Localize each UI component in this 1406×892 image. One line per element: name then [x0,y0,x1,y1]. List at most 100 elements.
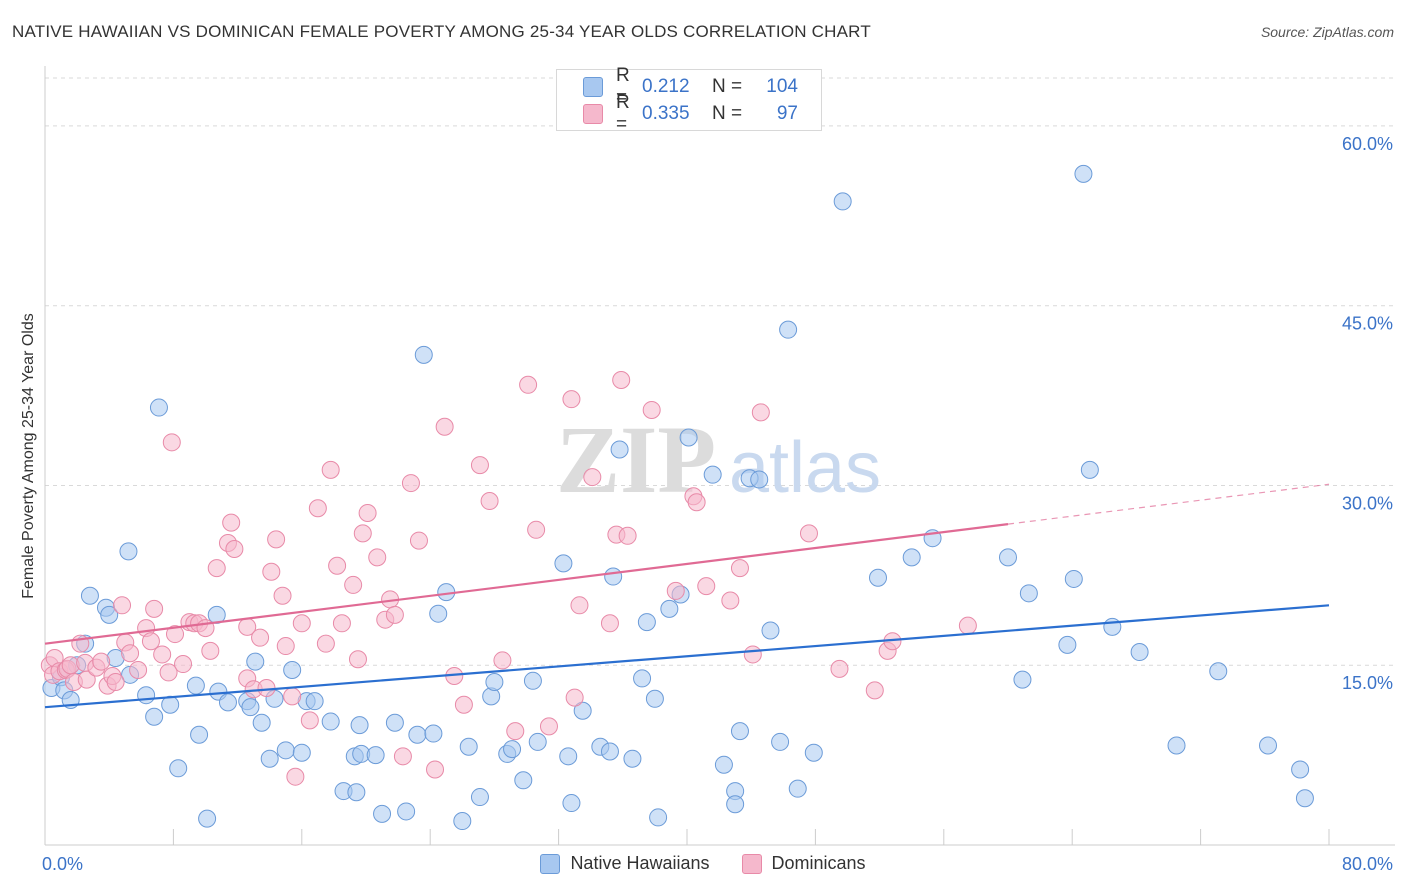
dominican-point [286,767,305,786]
blue-swatch [583,77,603,97]
dominican-point [743,645,762,664]
dominican-point [344,575,363,594]
gridlines [45,77,1395,666]
native-hawaiian-point [610,440,629,459]
dominican-point [257,679,276,698]
r-value: 0.335 [642,103,690,124]
dominican-point [600,614,619,633]
native-hawaiian-point [902,548,921,567]
dominican-point [328,556,347,575]
native-hawaiian-point [703,465,722,484]
native-hawaiian-point [514,771,533,790]
native-hawaiian-point [660,599,679,618]
tick-labels: 15.0% 30.0% 45.0% 60.0% 0.0% 80.0% [42,134,1393,874]
trend-line-1 [44,523,1009,645]
y-tick-label: 30.0% [1342,493,1393,513]
y-tick-label: 15.0% [1342,673,1393,693]
blue-swatch [540,853,561,874]
native-hawaiian-point [1019,584,1038,603]
dominican-point [273,586,292,605]
native-hawaiian-point [559,747,578,766]
dominican-point [121,644,140,663]
native-hawaiian-point [252,713,271,732]
dominican-point [426,760,445,779]
native-hawaiian-point [750,470,769,489]
dominican-point [251,628,270,647]
dominican-point [316,634,335,653]
legend-item-native-hawaiians[interactable]: Native Hawaiians [540,853,710,874]
dominican-point [493,651,512,670]
native-hawaiian-point [397,802,416,821]
native-hawaiian-point [788,779,807,798]
dominican-point [958,616,977,635]
native-hawaiian-point [485,673,504,692]
native-hawaiian-point [80,586,99,605]
y-tick-label: 45.0% [1342,314,1393,334]
native-hawaiian-point [1058,635,1077,654]
native-hawaiian-point [1013,670,1032,689]
r-value: 0.212 [642,76,690,97]
dominican-point [730,559,749,578]
dominican-point [222,513,241,532]
pink-swatch [583,104,603,124]
native-hawaiian-point [633,669,652,688]
dominican-point [470,456,489,475]
native-hawaiian-point [1080,460,1099,479]
native-hawaiian-point [730,722,749,741]
dominican-point [153,645,172,664]
native-hawaiian-point [246,652,265,671]
native-hawaiian-point [999,548,1017,567]
stats-legend: R = 0.212 N = 104 R = 0.335 N = 97 [556,65,822,135]
r-label: R = [616,92,630,135]
native-hawaiian-point [137,686,156,705]
native-hawaiian-point [161,695,180,714]
dominican-point [332,614,351,633]
native-hawaiian-point [347,783,366,802]
native-hawaiian-point [833,192,852,211]
dominican-point [618,526,637,545]
native-hawaiian-point [350,716,369,735]
dominican-point [300,711,319,730]
native-hawaiian-point [714,755,733,774]
dominican-point [276,637,295,656]
native-hawaiian-point [649,808,668,827]
native-hawaiian-point [562,794,581,813]
dominican-point [612,370,631,389]
dominican-point [106,673,125,692]
dominican-point [368,548,387,567]
native-hawaiian-point [604,567,623,586]
native-hawaiian-point [779,320,798,339]
axes [44,66,1395,846]
native-hawaiian-point [190,725,209,744]
dominican-point [262,562,281,581]
native-hawaiian-point [1064,569,1083,588]
native-hawaiian-point [804,743,823,762]
dominican-point [353,524,372,543]
native-hawaiian-point [305,692,324,711]
n-value: 97 [776,103,798,124]
legend-item-dominicans[interactable]: Dominicans [741,853,866,874]
native-hawaiian-point [169,759,188,778]
native-hawaiian-point [385,713,404,732]
native-hawaiian-point [523,671,542,690]
dominican-point [159,663,178,682]
native-hawaiian-point [503,740,522,759]
native-hawaiian-point [637,613,656,632]
dominican-point [129,661,148,680]
dominican-point [506,722,525,741]
dominican-point [527,520,546,539]
dominican-point [642,400,661,419]
dominican-point [454,695,473,714]
dominican-point [519,375,538,394]
dominican-point [393,747,412,766]
dominican-point [292,614,311,633]
stats-row-dominicans: R = 0.335 N = 97 [583,92,798,135]
native-hawaiian-point [573,701,592,720]
dominican-point [799,524,818,543]
native-hawaiian-point [1209,662,1228,681]
dominican-point [435,417,454,436]
native-hawaiian-point [100,605,119,624]
native-hawaiian-point [408,725,427,744]
n-label: N = [712,76,743,97]
